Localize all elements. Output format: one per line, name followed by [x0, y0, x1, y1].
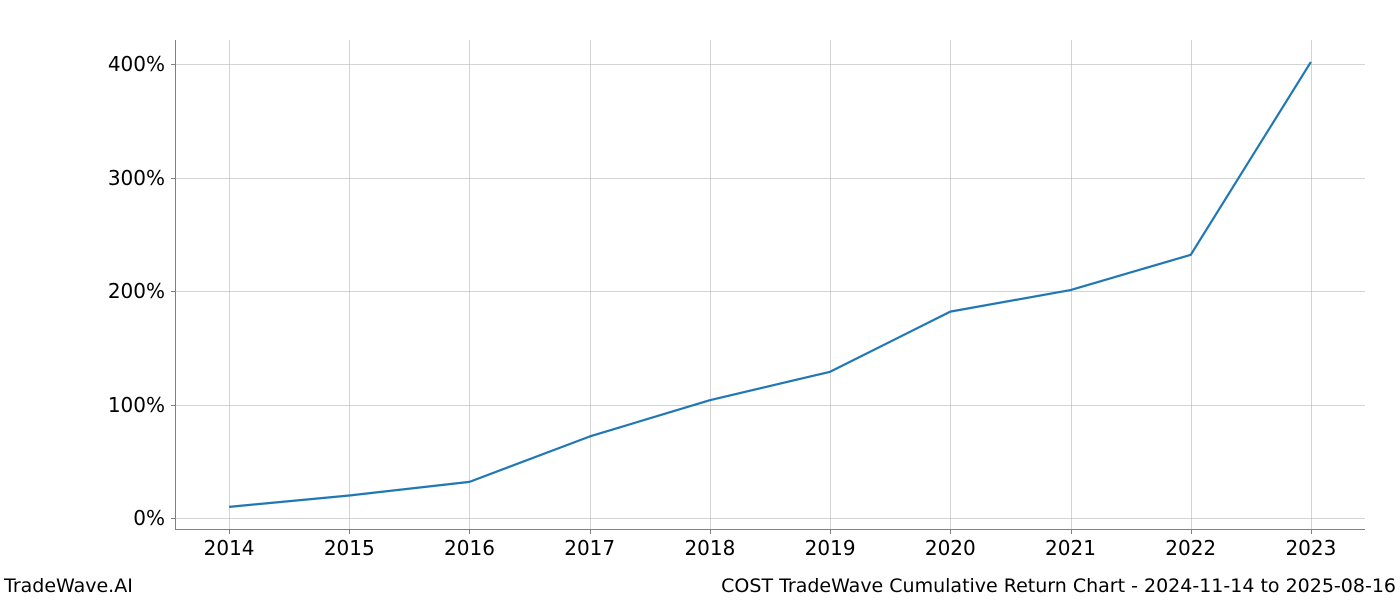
x-tick-mark	[469, 530, 470, 534]
x-tick-mark	[830, 530, 831, 534]
chart-container: TradeWave.AI COST TradeWave Cumulative R…	[0, 0, 1400, 600]
y-tick-mark	[171, 178, 175, 179]
x-tick-label: 2018	[684, 536, 735, 560]
y-tick-label: 100%	[108, 393, 165, 417]
x-tick-label: 2021	[1045, 536, 1096, 560]
x-tick-label: 2020	[925, 536, 976, 560]
y-tick-label: 200%	[108, 279, 165, 303]
y-tick-mark	[171, 291, 175, 292]
x-tick-label: 2019	[805, 536, 856, 560]
x-tick-label: 2023	[1285, 536, 1336, 560]
x-tick-label: 2022	[1165, 536, 1216, 560]
x-tick-mark	[710, 530, 711, 534]
chart-svg	[175, 40, 1365, 530]
x-tick-mark	[1071, 530, 1072, 534]
x-tick-mark	[349, 530, 350, 534]
x-tick-label: 2015	[324, 536, 375, 560]
x-tick-label: 2016	[444, 536, 495, 560]
footer-left-text: TradeWave.AI	[4, 575, 133, 597]
y-tick-mark	[171, 518, 175, 519]
x-tick-mark	[1311, 530, 1312, 534]
y-tick-mark	[171, 64, 175, 65]
y-tick-label: 300%	[108, 166, 165, 190]
series-line	[229, 62, 1311, 507]
y-tick-label: 400%	[108, 52, 165, 76]
x-tick-label: 2014	[204, 536, 255, 560]
x-tick-mark	[1191, 530, 1192, 534]
x-tick-mark	[590, 530, 591, 534]
plot-area	[175, 40, 1365, 530]
y-tick-mark	[171, 405, 175, 406]
x-tick-label: 2017	[564, 536, 615, 560]
y-tick-label: 0%	[133, 506, 165, 530]
x-tick-mark	[950, 530, 951, 534]
x-tick-mark	[229, 530, 230, 534]
footer-right-text: COST TradeWave Cumulative Return Chart -…	[721, 575, 1396, 597]
